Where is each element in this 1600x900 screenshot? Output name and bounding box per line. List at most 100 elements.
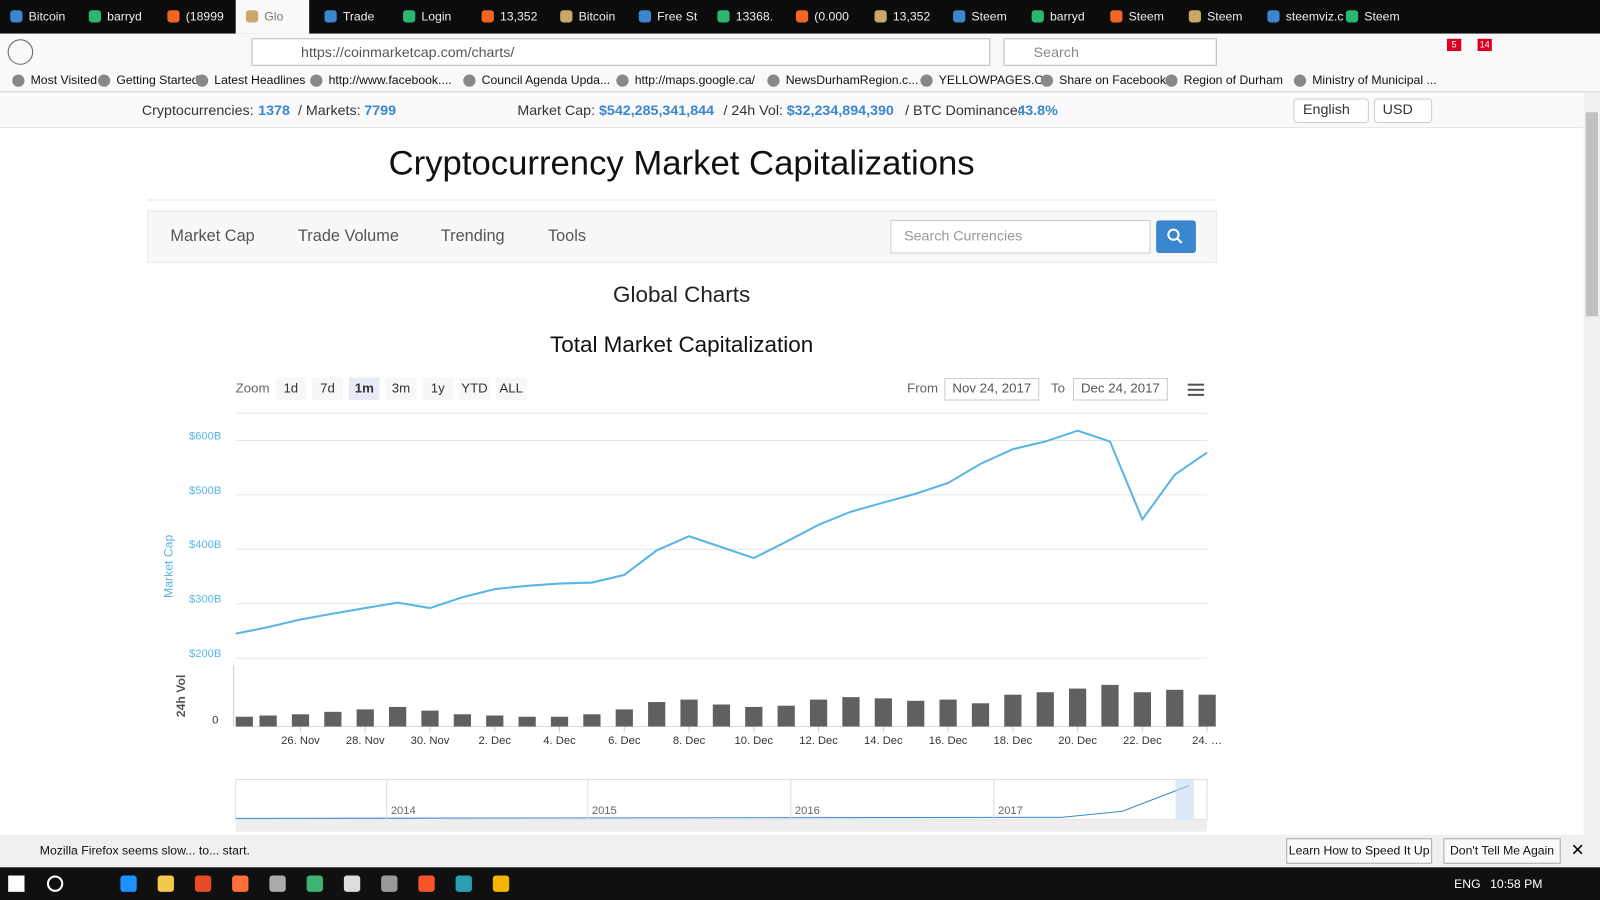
taskbar-app[interactable] bbox=[269, 875, 286, 892]
x-tick-label: 16. Dec bbox=[929, 735, 968, 747]
nav-item[interactable]: Tools bbox=[548, 227, 586, 245]
currency-select[interactable] bbox=[1373, 98, 1433, 123]
zoom-button[interactable] bbox=[312, 377, 343, 400]
tab-title[interactable]: steemviz.c bbox=[1286, 10, 1344, 24]
zoom-button[interactable] bbox=[385, 377, 417, 400]
tab-title[interactable]: barryd bbox=[1050, 10, 1085, 24]
zoom-button-label[interactable]: YTD bbox=[461, 380, 488, 395]
notification-button[interactable] bbox=[1286, 838, 1433, 864]
tab-icon bbox=[1031, 10, 1044, 23]
navigator-scroll[interactable] bbox=[235, 819, 1208, 832]
zoom-button[interactable] bbox=[422, 377, 454, 400]
search-button[interactable] bbox=[1156, 220, 1196, 254]
close-icon[interactable]: ✕ bbox=[1571, 841, 1585, 859]
nav-item[interactable]: Market Cap bbox=[170, 227, 254, 245]
taskbar-app[interactable] bbox=[381, 875, 398, 892]
bookmark[interactable]: Region of Durham bbox=[1184, 73, 1283, 87]
language[interactable]: English bbox=[1303, 102, 1350, 118]
zoom-button-label[interactable]: 7d bbox=[320, 380, 335, 395]
to-date[interactable]: Dec 24, 2017 bbox=[1081, 380, 1160, 395]
tab-title[interactable]: Glo bbox=[264, 10, 283, 24]
navigator[interactable] bbox=[235, 779, 1208, 820]
bookmark[interactable]: Getting Started bbox=[116, 73, 198, 87]
tab-title[interactable]: 13368. bbox=[736, 10, 773, 24]
start-button[interactable] bbox=[8, 875, 25, 892]
volume-bar bbox=[235, 716, 253, 727]
taskbar-app[interactable] bbox=[120, 875, 137, 892]
bookmark[interactable]: Council Agenda Upda... bbox=[482, 73, 611, 87]
tab-title[interactable]: (18999 bbox=[186, 10, 224, 24]
tab-title[interactable]: (0.000 bbox=[814, 10, 849, 24]
navigator-label: 2016 bbox=[795, 805, 820, 817]
url-bar[interactable] bbox=[251, 38, 991, 66]
taskbar-app[interactable] bbox=[343, 875, 361, 892]
from-date[interactable]: Nov 24, 2017 bbox=[952, 380, 1031, 395]
bookmark[interactable]: Share on Facebook bbox=[1059, 73, 1167, 87]
tab-title[interactable]: Login bbox=[421, 10, 451, 24]
search-input[interactable]: Search Currencies bbox=[904, 229, 1022, 245]
zoom-button-label[interactable]: 1d bbox=[283, 380, 298, 395]
tab-title[interactable]: Free St bbox=[657, 10, 698, 24]
notification-button-label[interactable]: Learn How to Speed It Up bbox=[1289, 843, 1430, 857]
notification-button-label[interactable]: Don't Tell Me Again bbox=[1450, 843, 1554, 857]
notification-button[interactable] bbox=[1443, 838, 1561, 864]
search-taskbar[interactable] bbox=[46, 875, 64, 892]
scroll-thumb[interactable] bbox=[1585, 112, 1598, 317]
tab-title[interactable]: 13,352 bbox=[893, 10, 931, 24]
bookmark[interactable]: NewsDurhamRegion.c... bbox=[786, 73, 919, 87]
navigator-label: 2017 bbox=[998, 805, 1023, 817]
tab-title[interactable]: 13,352 bbox=[500, 10, 538, 24]
zoom-button[interactable] bbox=[495, 377, 527, 400]
tab-title[interactable]: Bitcoin bbox=[29, 10, 66, 24]
taskbar-app[interactable] bbox=[194, 875, 212, 892]
bookmark-icon bbox=[12, 74, 25, 87]
nav-item[interactable]: Trending bbox=[441, 227, 505, 245]
bookmark[interactable]: Ministry of Municipal ... bbox=[1312, 73, 1436, 87]
zoom-button-label[interactable]: 1m bbox=[355, 380, 374, 395]
taskbar-app[interactable] bbox=[306, 875, 323, 892]
to-input[interactable] bbox=[1072, 378, 1168, 401]
search-placeholder[interactable]: Search bbox=[1034, 45, 1079, 61]
bookmark[interactable]: http://maps.google.ca/ bbox=[635, 73, 756, 87]
tab-icon bbox=[1345, 10, 1359, 23]
taskbar-app[interactable] bbox=[455, 875, 472, 892]
bookmark[interactable]: Latest Headlines bbox=[214, 73, 305, 87]
zoom-button-label[interactable]: 1y bbox=[431, 380, 445, 395]
tab-title[interactable]: Trade bbox=[343, 10, 375, 24]
navigator-range[interactable] bbox=[1175, 779, 1194, 820]
zoom-button[interactable] bbox=[348, 377, 380, 400]
tab-title[interactable]: barryd bbox=[107, 10, 142, 24]
bookmarks-toolbar bbox=[0, 69, 1600, 92]
bookmark[interactable]: http://www.facebook.... bbox=[329, 73, 452, 87]
zoom-button[interactable] bbox=[459, 377, 490, 400]
bookmark[interactable]: Most Visited bbox=[31, 73, 98, 87]
taskbar-app[interactable] bbox=[418, 875, 435, 892]
nav-item[interactable]: Trade Volume bbox=[298, 227, 399, 245]
taskbar-app[interactable] bbox=[232, 875, 249, 892]
tab-title[interactable]: Steem bbox=[1364, 10, 1399, 24]
zoom-button[interactable] bbox=[275, 377, 307, 400]
stat: / BTC Dominance: bbox=[905, 103, 1022, 119]
y-tick-label: 0 bbox=[212, 714, 218, 726]
search-bar[interactable] bbox=[1003, 38, 1217, 66]
tab-title[interactable]: Steem bbox=[971, 10, 1006, 24]
tab-title[interactable]: Steem bbox=[1207, 10, 1242, 24]
bookmark[interactable]: YELLOWPAGES.CA bbox=[939, 73, 1052, 87]
tab-icon bbox=[88, 10, 102, 23]
currency[interactable]: USD bbox=[1383, 102, 1413, 118]
tab-icon bbox=[560, 10, 573, 23]
taskbar-app[interactable] bbox=[157, 875, 174, 892]
currency-search[interactable] bbox=[890, 219, 1151, 254]
url[interactable]: https://coinmarketcap.com/charts/ bbox=[301, 45, 514, 61]
from-input[interactable] bbox=[944, 378, 1040, 401]
zoom-button-label[interactable]: 3m bbox=[392, 380, 410, 395]
taskbar-app[interactable] bbox=[492, 875, 510, 892]
back-button[interactable] bbox=[7, 39, 34, 65]
menu-icon[interactable] bbox=[1187, 383, 1205, 396]
tab-title[interactable]: Bitcoin bbox=[579, 10, 616, 24]
tab-icon bbox=[167, 10, 180, 23]
language-select[interactable] bbox=[1293, 98, 1369, 123]
zoom-button-label[interactable]: ALL bbox=[499, 380, 523, 395]
tab-title[interactable]: Steem bbox=[1129, 10, 1164, 24]
